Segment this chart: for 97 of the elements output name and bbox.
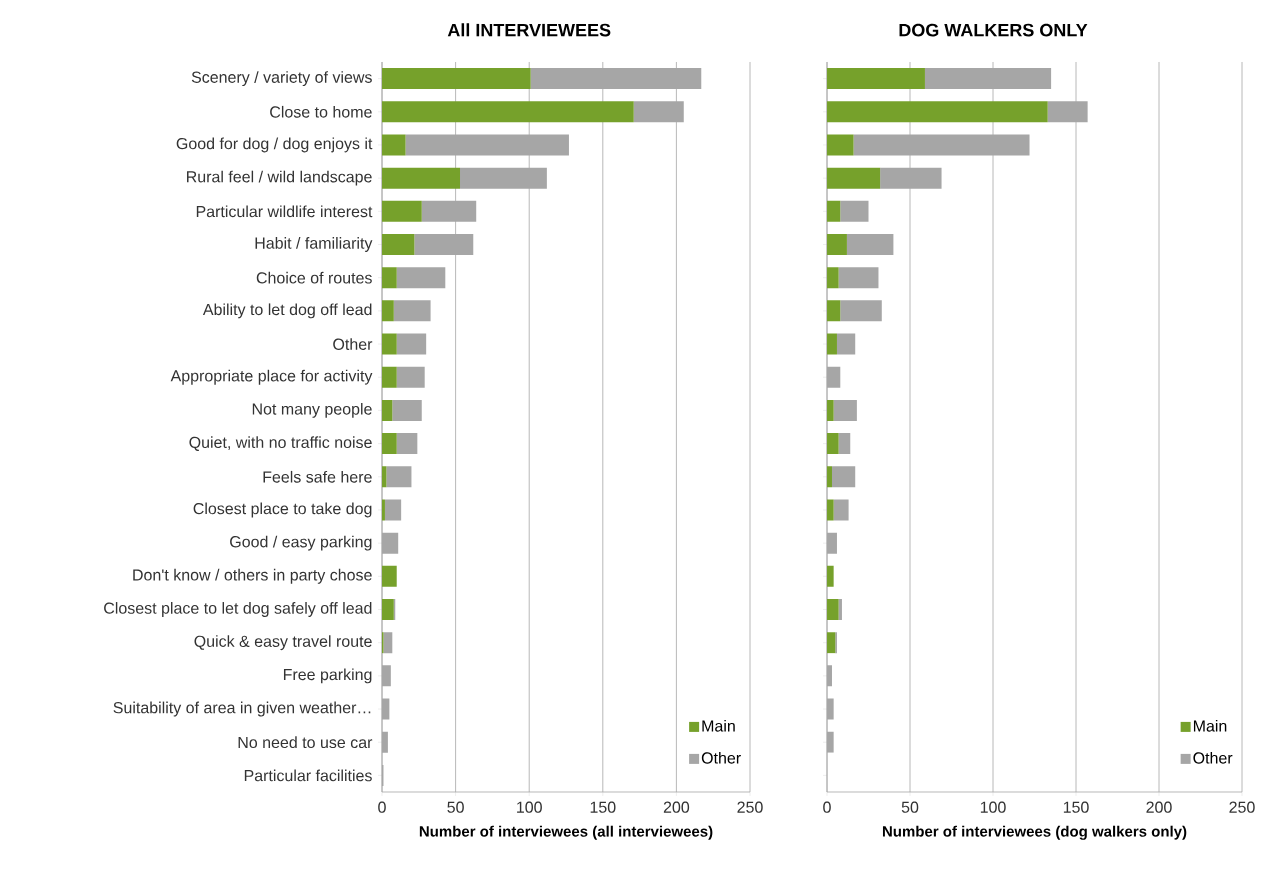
y-tick-label: Scenery / variety of views [191,71,372,87]
y-tick-label: Good for dog / dog enjoys it [176,137,373,153]
bar [827,234,847,255]
x-tick-label: 50 [901,801,919,813]
bar [384,499,402,521]
chart-title: All INTERVIEWEES [447,23,611,37]
y-tick-label: Ability to let dog off lead [202,303,372,319]
y-tick-label: Good / easy parking [230,535,372,551]
bar [833,399,857,421]
bar [827,200,841,222]
x-tick-label: 250 [737,801,763,813]
bar [840,300,882,322]
bar [396,366,425,388]
x-tick-label: 200 [1146,801,1172,813]
y-tick-label: Quick & easy travel route [194,635,372,651]
bar [393,300,431,322]
y-tick-label: Particular wildlife interest [196,205,373,218]
y-tick-label: Suitability of area in given weather… [113,701,371,717]
x-tick-label: 50 [447,801,464,813]
bar [853,134,1030,156]
bar [382,101,634,123]
bar [414,234,474,255]
bar [838,598,842,620]
bar [827,134,854,156]
legend-label: Other [1193,751,1233,764]
bar [827,167,881,189]
bar [1047,101,1088,123]
bar [633,101,684,123]
x-tick-label: 200 [663,801,690,813]
bar [396,267,446,289]
bar [827,68,925,90]
bar [382,333,397,355]
bar [827,300,841,322]
y-tick-label: Quiet, with no traffic noise [189,436,372,451]
y-tick-label: Choice of routes [256,271,372,284]
bar [827,399,834,421]
bar [386,466,412,488]
bar [827,101,1048,123]
bar [382,234,415,255]
bar [396,433,418,455]
bar [831,466,856,488]
bar [382,267,397,289]
bar [530,68,702,90]
bar [846,234,894,255]
bar [382,134,406,156]
bar [924,68,1052,90]
bar [392,399,422,421]
y-tick-label: Don't know / others in party chose [133,568,372,584]
x-tick-label: 0 [823,801,831,813]
bar [405,134,569,156]
legend-label: Main [702,719,735,732]
x-tick-label: 0 [378,801,386,813]
x-tick-label: 100 [980,801,1006,813]
y-tick-label: Other [333,338,373,350]
x-tick-label: 100 [517,801,542,813]
chart-title: DOG WALKERS ONLY [899,23,1088,37]
x-axis-title: Number of interviewees (dog walkers only) [882,825,1187,840]
y-tick-label: Closest place to take dog [193,502,372,518]
bar [827,433,839,455]
bar [382,300,394,322]
bar [840,200,869,222]
y-tick-label: Free parking [283,668,372,684]
bar [880,167,942,189]
bar [833,499,849,521]
bar [421,200,477,222]
bar [382,68,531,90]
bar [838,433,851,455]
bar [382,200,422,222]
bar [827,267,839,289]
y-tick-label: Close to home [270,105,372,118]
y-tick-label: Not many people [252,402,372,418]
bar [382,598,394,620]
bar [382,167,461,189]
bar [382,565,397,587]
y-tick-label: Feels safe here [263,470,372,483]
legend-label: Other [701,751,741,764]
x-tick-label: 150 [590,801,616,813]
bar [382,433,397,455]
bar [827,598,839,620]
legend-label: Main [1193,719,1227,732]
x-tick-label: 250 [1229,801,1255,813]
bar [827,565,834,587]
y-tick-label: Appropriate place for activity [170,369,373,385]
x-axis-title: Number of interviewees (all interviewees) [419,825,713,840]
bar [396,333,427,355]
bar [836,333,856,355]
y-tick-label: Habit / familiarity [255,237,373,252]
bar [838,267,879,289]
bar [827,333,837,355]
bar [827,499,834,521]
x-tick-label: 150 [1063,801,1089,813]
bar [382,366,397,388]
bar [460,167,547,189]
y-tick-label: Closest place to let dog safely off lead [104,602,372,617]
y-tick-label: No need to use car [238,736,373,749]
y-tick-label: Rural feel / wild landscape [187,170,372,186]
y-tick-label: Particular facilities [244,769,372,782]
